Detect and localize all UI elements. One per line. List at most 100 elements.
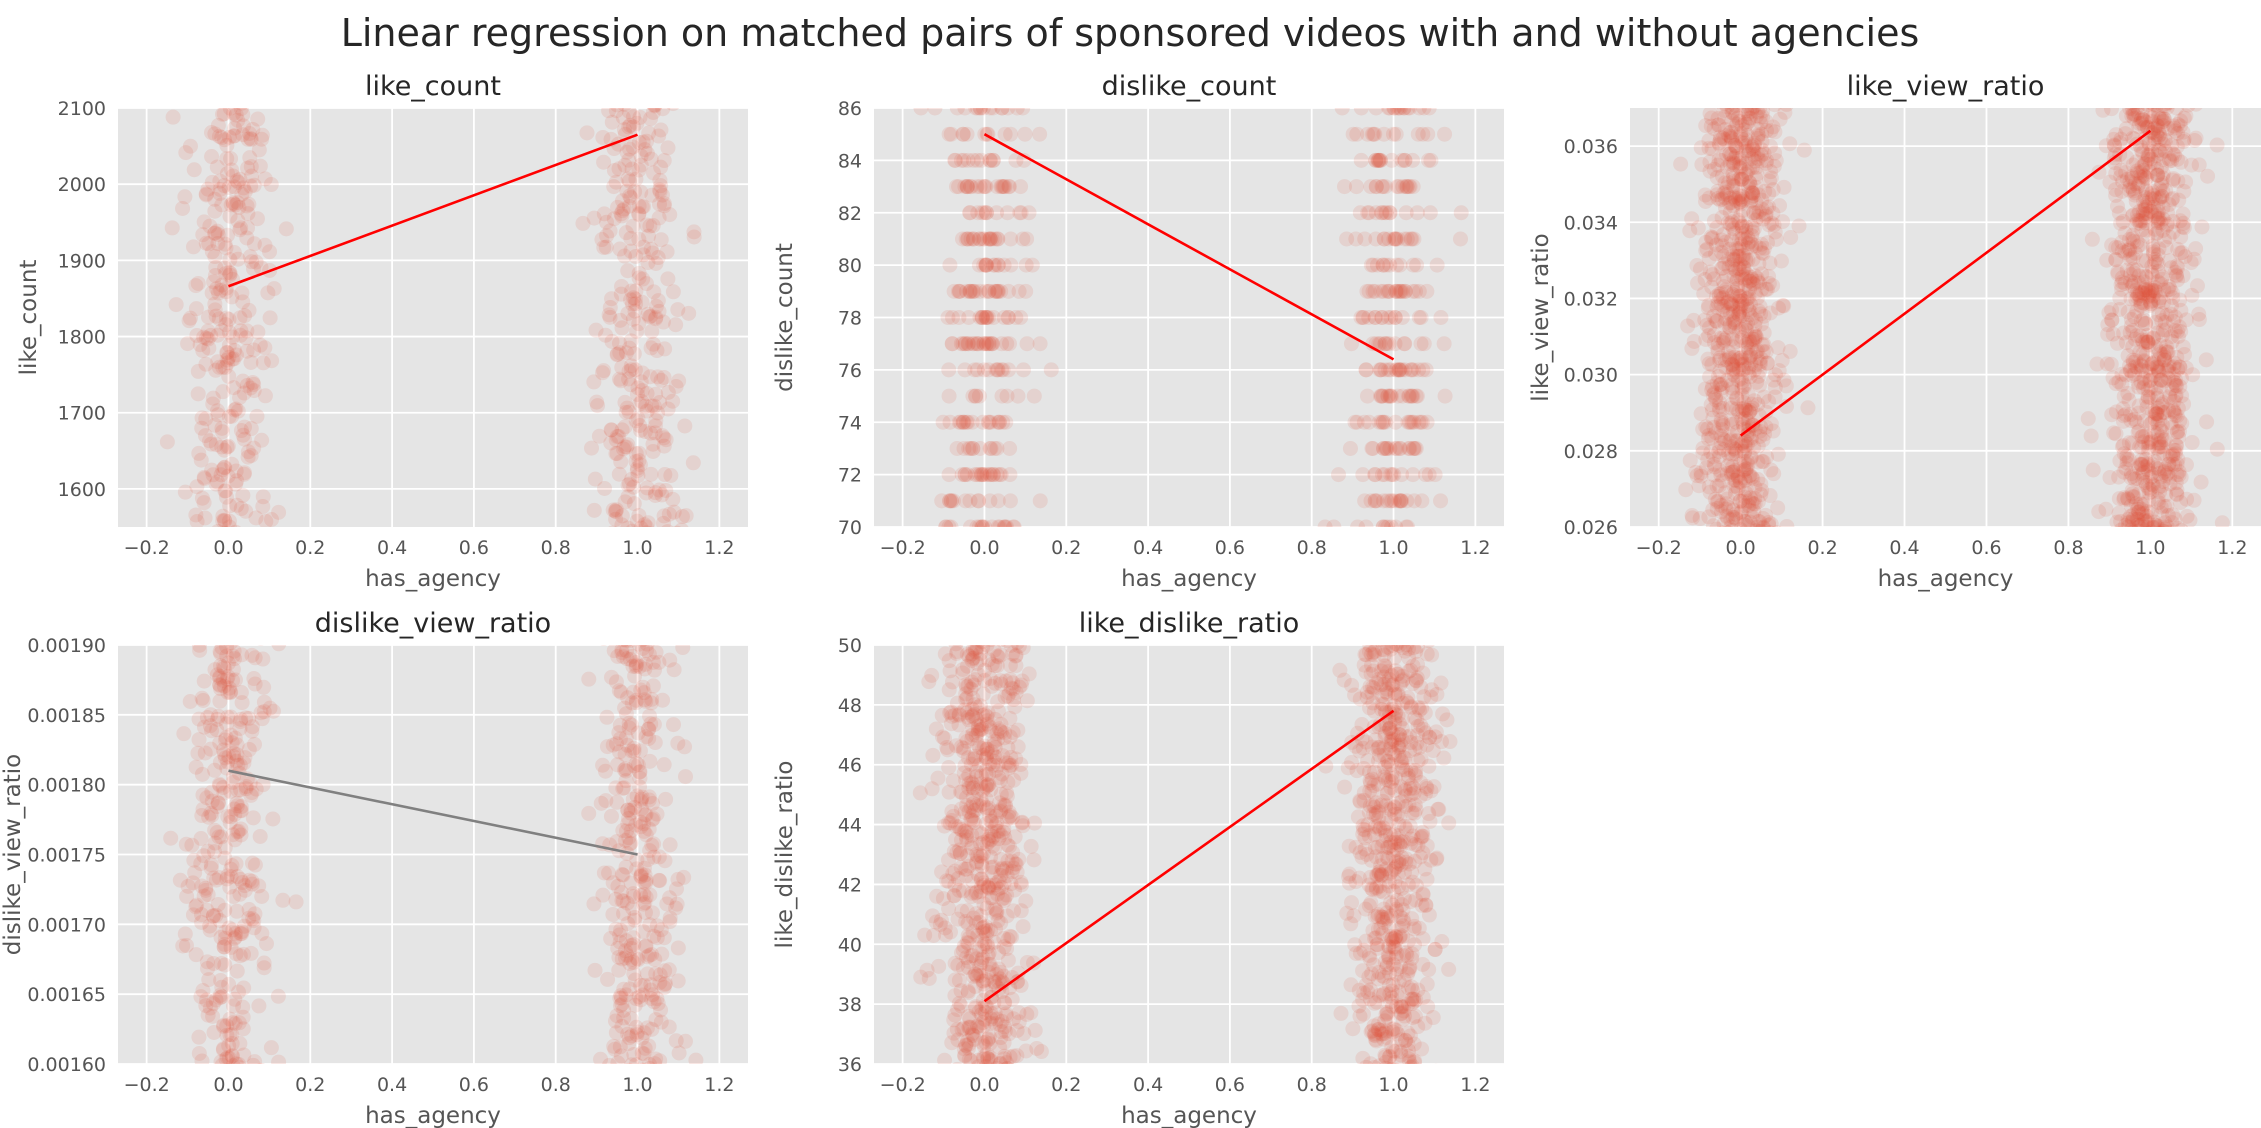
scatter-point — [1363, 493, 1379, 509]
scatter-point — [1743, 184, 1759, 200]
scatter-point — [221, 920, 237, 936]
scatter-point — [232, 390, 248, 406]
scatter-points — [912, 624, 1458, 1086]
scatter-point — [1745, 188, 1761, 204]
scatter-point — [1382, 388, 1398, 404]
scatter-point — [625, 930, 641, 946]
scatter-point — [967, 630, 982, 645]
scatter-point — [965, 948, 981, 964]
x-tick-label: 0.2 — [1807, 537, 1837, 559]
scatter-point — [2167, 446, 2183, 462]
scatter-point — [957, 804, 973, 820]
scatter-point — [618, 404, 634, 420]
scatter-point — [1699, 317, 1715, 333]
scatter-point — [2144, 466, 2160, 482]
scatter-point — [1348, 1071, 1363, 1086]
scatter-point — [1404, 991, 1420, 1007]
scatter-point — [1392, 929, 1408, 945]
scatter-point — [960, 414, 976, 430]
scatter-point — [214, 439, 230, 455]
scatter-point — [990, 626, 1005, 641]
scatter-point — [1698, 118, 1714, 134]
scatter-point — [642, 843, 658, 859]
scatter-point — [628, 991, 644, 1007]
scatter-point — [961, 1036, 977, 1052]
scatter-point — [2140, 283, 2156, 299]
scatter-point — [1707, 389, 1723, 405]
scatter-point — [2091, 164, 2107, 180]
scatter-point — [966, 815, 982, 831]
scatter-point — [953, 414, 969, 430]
scatter-point — [651, 872, 667, 888]
scatter-point — [989, 658, 1005, 674]
scatter-point — [2134, 439, 2150, 455]
scatter-point — [1751, 187, 1767, 203]
scatter-point — [982, 956, 998, 972]
scatter-point — [650, 293, 666, 309]
scatter-point — [2173, 370, 2189, 386]
scatter-point — [2118, 460, 2134, 476]
scatter-point — [1356, 985, 1372, 1001]
scatter-point — [232, 222, 248, 238]
scatter-point — [2133, 112, 2149, 128]
scatter-point — [979, 467, 995, 483]
scatter-point — [1004, 929, 1020, 945]
scatter-point — [1404, 231, 1420, 247]
scatter-point — [1737, 410, 1753, 426]
scatter-point — [1411, 362, 1427, 378]
scatter-point — [2155, 525, 2165, 527]
scatter-point — [1736, 395, 1752, 411]
scatter-point — [1741, 143, 1757, 159]
scatter-point — [1709, 187, 1725, 203]
scatter-point — [214, 420, 230, 436]
scatter-point — [1401, 645, 1417, 657]
scatter-point — [1004, 810, 1020, 826]
scatter-point — [632, 81, 647, 96]
scatter-point — [1439, 712, 1455, 728]
scatter-point — [981, 626, 996, 641]
scatter-point — [207, 203, 223, 219]
scatter-point — [1732, 90, 1747, 105]
scatter-point — [2104, 312, 2120, 328]
scatter-point — [1763, 170, 1779, 186]
scatter-point — [1385, 645, 1401, 653]
scatter-point — [984, 678, 1000, 694]
scatter-point — [1373, 624, 1388, 639]
scatter-point — [951, 972, 967, 988]
scatter-point — [2125, 468, 2141, 484]
scatter-point — [2130, 517, 2146, 527]
scatter-point — [2129, 303, 2145, 319]
scatter-point — [1378, 1054, 1394, 1064]
scatter-point — [635, 924, 651, 940]
scatter-point — [1407, 710, 1423, 726]
scatter-point — [1748, 328, 1764, 344]
scatter-point — [634, 393, 650, 409]
scatter-point — [1732, 474, 1748, 490]
scatter-point — [224, 456, 240, 472]
scatter-point — [2115, 525, 2123, 527]
scatter-point — [2159, 498, 2175, 514]
scatter-point — [2104, 407, 2120, 423]
scatter-point — [654, 187, 670, 203]
scatter-point — [624, 717, 640, 733]
scatter-point — [953, 859, 969, 875]
scatter-point — [976, 875, 992, 891]
scatter-point — [1708, 538, 1723, 553]
scatter-point — [985, 467, 1001, 483]
scatter-point — [1367, 467, 1383, 483]
scatter-point — [674, 509, 690, 525]
scatter-point — [1394, 732, 1410, 748]
scatter-point — [196, 495, 212, 511]
scatter-point — [2136, 354, 2152, 370]
scatter-point — [1753, 350, 1769, 366]
scatter-point — [647, 425, 663, 441]
scatter-point — [1724, 380, 1740, 396]
scatter-point — [1719, 491, 1735, 507]
scatter-point — [2138, 363, 2154, 379]
scatter-point — [211, 677, 227, 693]
scatter-point — [1389, 961, 1405, 977]
scatter-point — [239, 230, 255, 246]
scatter-point — [194, 878, 210, 894]
scatter-point — [232, 948, 248, 964]
scatter-point — [248, 781, 264, 797]
